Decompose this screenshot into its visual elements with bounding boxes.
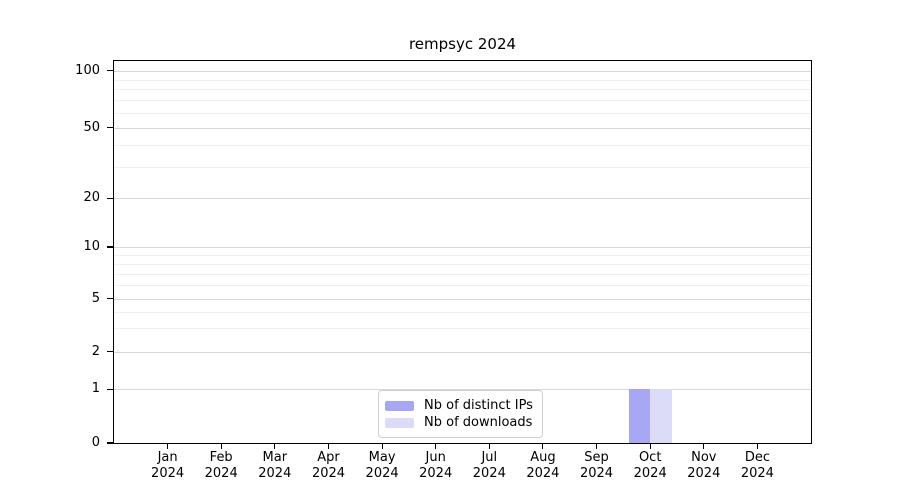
plot-area bbox=[113, 60, 812, 444]
y-tick-mark bbox=[107, 442, 113, 444]
x-tick-label: May 2024 bbox=[365, 450, 399, 481]
x-tick-label: Sep 2024 bbox=[579, 450, 614, 481]
legend: Nb of distinct IPs Nb of downloads bbox=[378, 390, 543, 438]
y-gridline-minor bbox=[114, 254, 811, 256]
legend-item-distinct-ips: Nb of distinct IPs bbox=[385, 397, 533, 414]
x-tick-mark bbox=[756, 444, 758, 449]
y-gridline-major bbox=[114, 127, 811, 129]
x-tick-label: Jul 2024 bbox=[472, 450, 506, 481]
y-tick-mark bbox=[107, 246, 113, 248]
y-gridline-minor bbox=[114, 311, 811, 313]
x-tick-mark bbox=[649, 444, 651, 449]
legend-item-downloads: Nb of downloads bbox=[385, 414, 533, 431]
y-gridline-minor bbox=[114, 285, 811, 287]
x-tick-label: Jun 2024 bbox=[419, 450, 453, 481]
x-tick-label: Jan 2024 bbox=[151, 450, 185, 481]
y-tick-label: 10 bbox=[83, 239, 100, 254]
legend-label-distinct-ips: Nb of distinct IPs bbox=[424, 398, 533, 413]
x-tick-mark bbox=[381, 444, 383, 449]
y-tick-label: 100 bbox=[75, 62, 100, 78]
y-gridline-minor bbox=[114, 167, 811, 168]
x-tick-mark bbox=[542, 444, 544, 449]
y-tick-label: 20 bbox=[83, 190, 100, 206]
plot-canvas bbox=[114, 61, 811, 443]
y-gridline-major bbox=[114, 198, 811, 200]
x-tick-label: Mar 2024 bbox=[258, 450, 292, 481]
y-tick-mark bbox=[107, 298, 113, 300]
x-tick-mark bbox=[488, 444, 490, 449]
y-gridline-major bbox=[114, 247, 811, 248]
y-tick-mark bbox=[107, 350, 113, 353]
x-tick-label: Aug 2024 bbox=[526, 450, 560, 481]
y-gridline-major bbox=[114, 70, 811, 72]
y-tick-mark bbox=[107, 197, 113, 199]
bar-distinct-ips bbox=[628, 389, 651, 443]
legend-swatch-downloads bbox=[385, 417, 414, 428]
y-tick-label: 0 bbox=[91, 435, 100, 450]
x-tick-mark bbox=[220, 444, 222, 449]
legend-swatch-distinct-ips bbox=[385, 400, 414, 411]
chart-title: rempsyc 2024 bbox=[408, 35, 517, 53]
y-gridline-major bbox=[114, 389, 811, 391]
x-tick-mark bbox=[167, 444, 169, 449]
y-tick-label: 50 bbox=[83, 119, 100, 135]
bar-downloads bbox=[650, 389, 672, 443]
y-gridline-minor bbox=[114, 263, 811, 265]
y-tick-label: 5 bbox=[91, 290, 100, 306]
y-tick-mark bbox=[107, 388, 113, 390]
y-tick-mark bbox=[107, 127, 113, 129]
x-tick-mark bbox=[435, 444, 437, 449]
y-gridline-minor bbox=[114, 144, 811, 146]
y-gridline-minor bbox=[114, 89, 811, 91]
x-tick-mark bbox=[274, 444, 276, 449]
y-tick-mark bbox=[107, 70, 113, 72]
x-tick-mark bbox=[703, 444, 705, 449]
y-tick-label: 2 bbox=[91, 343, 100, 359]
y-gridline-major bbox=[114, 351, 811, 353]
y-gridline-minor bbox=[114, 79, 811, 81]
x-tick-label: Apr 2024 bbox=[311, 450, 346, 481]
x-tick-label: Feb 2024 bbox=[204, 450, 238, 481]
x-tick-label: Oct 2024 bbox=[633, 450, 667, 481]
x-tick-mark bbox=[595, 444, 598, 449]
y-gridline-minor bbox=[114, 273, 811, 275]
y-tick-label: 1 bbox=[91, 381, 100, 397]
y-gridline-minor bbox=[114, 328, 811, 330]
y-gridline-major bbox=[114, 298, 811, 300]
x-tick-label: Dec 2024 bbox=[740, 450, 774, 481]
legend-label-downloads: Nb of downloads bbox=[424, 415, 533, 430]
y-gridline-minor bbox=[114, 112, 811, 114]
x-tick-label: Nov 2024 bbox=[687, 450, 721, 481]
x-tick-mark bbox=[327, 444, 330, 449]
y-gridline-minor bbox=[114, 100, 811, 102]
